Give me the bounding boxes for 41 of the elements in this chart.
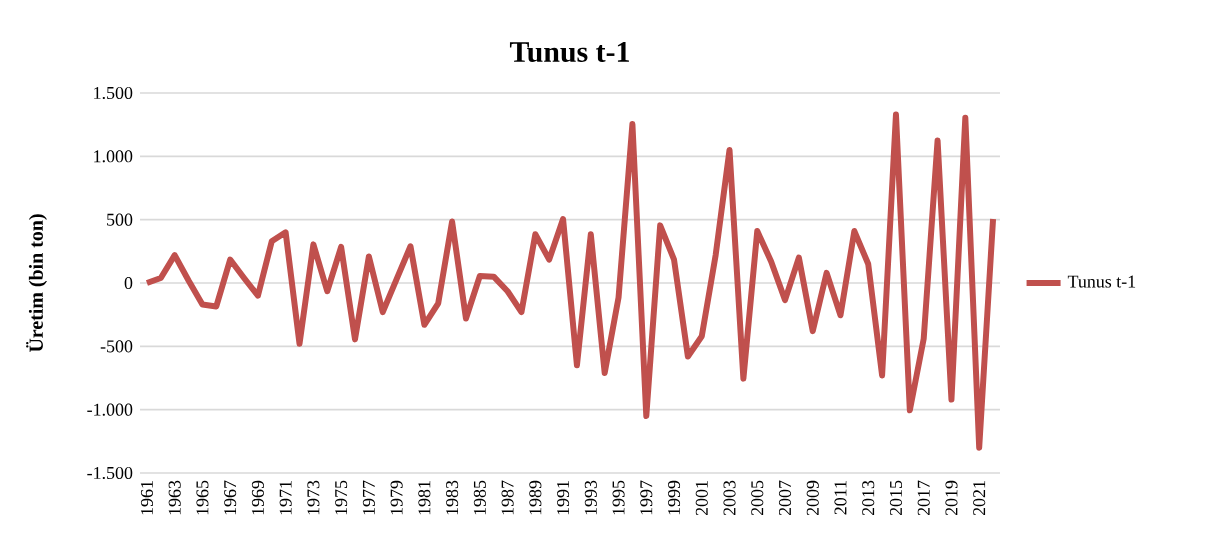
x-tick-label: 1981 — [418, 481, 431, 515]
x-tick-label: 2011 — [834, 481, 847, 515]
x-tick-label: 2007 — [778, 480, 792, 516]
x-tick-label: 1999 — [668, 480, 681, 515]
x-tick-label: 1993 — [584, 480, 597, 515]
x-tick-label: 1971 — [279, 481, 292, 515]
x-tick-label: 1977 — [362, 480, 375, 515]
x-tick-label: 1979 — [390, 480, 403, 515]
x-tick-label: 1995 — [612, 480, 625, 515]
x-tick-label: 1961 — [140, 481, 153, 515]
x-tick-label: 2013 — [862, 480, 875, 516]
y-axis-title: Üretim (bin ton) — [26, 214, 47, 353]
x-tick-label: 1983 — [446, 480, 459, 515]
x-tick-label: 1973 — [307, 480, 320, 515]
x-tick-label: 2021 — [973, 481, 986, 516]
x-tick-label: 2003 — [723, 480, 736, 516]
x-tick-label: 1969 — [251, 480, 264, 515]
y-tick-label: -500 — [100, 340, 133, 353]
x-tick-label: 2001 — [695, 481, 708, 516]
x-tick-label: 2015 — [889, 480, 903, 516]
y-tick-label: -1.500 — [87, 466, 133, 480]
legend-label: Tunus t-1 — [1067, 275, 1136, 288]
x-tick-label: 1985 — [473, 480, 486, 515]
y-tick-label: 1.000 — [94, 150, 133, 163]
x-tick-label: 1991 — [557, 481, 570, 515]
x-tick-label: 1997 — [640, 480, 653, 515]
y-tick-label: 500 — [107, 213, 133, 226]
y-tick-label: 1.500 — [94, 86, 133, 100]
x-tick-label: 1967 — [224, 480, 237, 515]
x-tick-label: 2017 — [917, 480, 930, 516]
x-tick-label: 1963 — [168, 480, 181, 515]
x-tick-label: 1965 — [196, 480, 209, 515]
chart-title: Tunus t-1 — [509, 41, 629, 63]
y-tick-label: -1.000 — [87, 403, 133, 416]
x-tick-label: 2009 — [806, 480, 819, 516]
x-tick-label: 1987 — [501, 480, 514, 515]
x-tick-label: 1975 — [335, 480, 348, 515]
x-tick-label: 1989 — [529, 480, 542, 515]
y-tick-label: 0 — [124, 276, 133, 290]
x-tick-label: 2005 — [751, 480, 764, 516]
x-tick-label: 2019 — [945, 480, 958, 516]
